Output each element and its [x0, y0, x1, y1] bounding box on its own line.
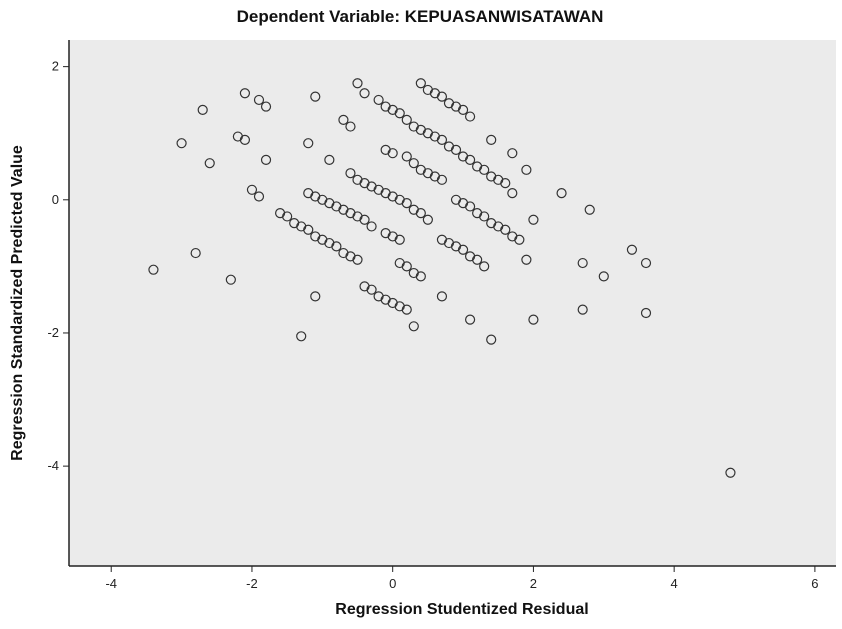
scatter-point [401, 261, 412, 272]
scatter-point [352, 78, 363, 89]
y-tick-label: 2 [52, 59, 59, 74]
scatter-point [338, 114, 349, 125]
scatter-point [225, 274, 236, 285]
scatter-point [486, 334, 497, 345]
scatter-point [352, 254, 363, 265]
scatter-point [387, 148, 398, 159]
scatter-point [401, 151, 412, 162]
scatter-point [394, 108, 405, 119]
scatter-point [359, 88, 370, 99]
scatter-point [324, 154, 335, 165]
chart-title: Dependent Variable: KEPUASANWISATAWAN [237, 7, 604, 26]
scatter-point [457, 244, 469, 255]
scatter-point [500, 178, 511, 189]
scatter-point [464, 201, 476, 212]
scatter-point [507, 188, 518, 199]
scatter-point [148, 264, 159, 275]
scatter-point [640, 307, 652, 319]
scatter-point [239, 88, 251, 99]
scatter-point [472, 254, 483, 265]
y-tick-label: -2 [47, 325, 59, 340]
scatter-point [486, 134, 497, 145]
scatter-point [436, 91, 448, 102]
scatter-point [415, 208, 426, 219]
scatter-point [373, 94, 384, 106]
scatter-point [479, 261, 490, 272]
data-points [148, 78, 736, 478]
scatter-point [415, 271, 426, 282]
scatter-point [345, 121, 356, 132]
scatter-point [479, 164, 490, 175]
scatter-point [310, 291, 321, 302]
y-axis-label: Regression Standardized Predicted Value [9, 145, 26, 461]
scatter-point [725, 467, 736, 478]
scatter-point [577, 304, 588, 315]
y-tick-label: 0 [52, 192, 59, 207]
scatter-point [556, 188, 567, 199]
scatter-point [521, 254, 532, 265]
scatter-point [436, 134, 448, 145]
scatter-point [204, 158, 215, 169]
scatter-point [394, 234, 405, 245]
scatter-point [408, 321, 419, 332]
plot-area [69, 40, 836, 566]
scatter-point [436, 291, 448, 302]
scatter-point [422, 214, 433, 225]
scatter-point [464, 154, 476, 165]
scatter-point [626, 244, 638, 255]
scatter-point [507, 148, 518, 159]
scatter-point [197, 104, 208, 116]
scatter-point [514, 234, 525, 245]
scatter-point [401, 304, 412, 315]
x-tick-label: 6 [811, 576, 818, 591]
scatter-point [640, 257, 652, 269]
scatter-point [528, 314, 539, 325]
y-tick-label: -4 [47, 458, 59, 473]
scatter-point [479, 211, 490, 222]
scatter-point [345, 168, 356, 179]
scatter-point [401, 198, 412, 209]
scatter-point [457, 104, 469, 116]
scatter-point [296, 331, 307, 342]
x-tick-label: -4 [105, 576, 117, 591]
scatter-point [253, 94, 265, 106]
scatter-point [408, 158, 419, 169]
scatter-point [598, 271, 609, 282]
scatter-point [260, 101, 272, 112]
scatter-point [577, 257, 588, 269]
scatter-point [282, 211, 293, 222]
x-axis-label: Regression Studentized Residual [335, 601, 588, 618]
scatter-point [303, 138, 314, 149]
scatter-point [450, 144, 462, 155]
scatter-point [584, 204, 595, 215]
scatter-point [176, 138, 187, 149]
scatter-point [500, 224, 511, 235]
scatter-point [521, 164, 532, 175]
scatter-point [260, 154, 272, 165]
scatter-point [246, 184, 258, 195]
scatter-point [359, 214, 370, 225]
x-tick-label: 4 [671, 576, 678, 591]
x-tick-label: 2 [530, 576, 537, 591]
scatter-point [464, 111, 476, 122]
scatter-point [436, 174, 448, 185]
scatter-point [401, 114, 412, 125]
scatter-point [415, 78, 426, 89]
scatter-point [366, 284, 377, 295]
scatter-point [528, 214, 539, 225]
scatter-point [464, 314, 476, 325]
scatter-point [190, 247, 201, 259]
x-tick-label: 0 [389, 576, 396, 591]
scatter-point [310, 91, 321, 102]
axis-ticks: -4 -2 0 2 4 6 2 0 -2 -4 [47, 59, 818, 591]
scatter-point [331, 241, 342, 252]
scatter-point [366, 221, 377, 232]
x-tick-label: -2 [246, 576, 258, 591]
scatter-point [253, 191, 265, 202]
scatter-point [303, 224, 314, 235]
scatter-point [239, 134, 251, 145]
